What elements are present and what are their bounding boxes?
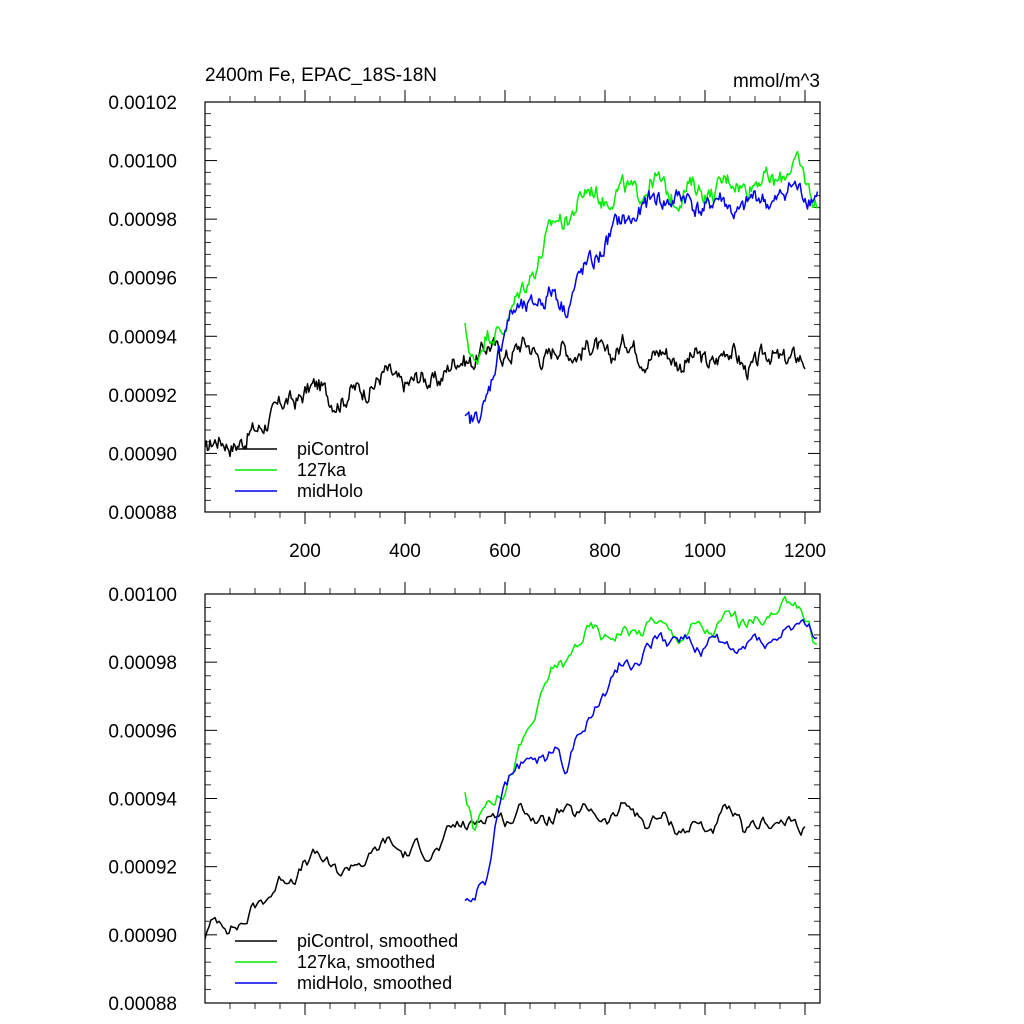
y-tick-label: 0.00096 <box>108 721 177 742</box>
y-tick-label: 0.00094 <box>108 327 177 348</box>
y-tick-label: 0.00092 <box>108 386 177 407</box>
y-tick-label: 0.00100 <box>108 585 177 606</box>
bottom-panel: 0.00088 0.00090 0.00092 0.00094 0.00096 0.000… <box>108 582 821 1015</box>
x-tick-label: 1200 <box>784 541 826 562</box>
x-tick-label: 400 <box>389 541 421 562</box>
y-tick-label: 0.00096 <box>108 269 177 290</box>
y-tick-label: 0.00088 <box>108 994 177 1015</box>
x-tick-label: 200 <box>289 541 321 562</box>
x-tick-label: 1000 <box>684 541 726 562</box>
y-tick-label: 0.00098 <box>108 210 177 231</box>
series-line-picontrol <box>205 334 806 458</box>
y-tick-label: 0.00098 <box>108 653 177 674</box>
x-tick-label: 800 <box>589 541 621 562</box>
series-line-midholo <box>464 180 819 425</box>
y-tick-label: 0.00094 <box>108 790 177 811</box>
legend-label: piControl, smoothed <box>297 931 458 951</box>
legend-label: piControl <box>297 439 369 459</box>
series-line-picontrol-smoothed <box>205 801 806 939</box>
y-tick-label: 0.00100 <box>108 152 177 173</box>
y-tick-label: 0.00092 <box>108 858 177 879</box>
x-tick-label: 600 <box>489 541 521 562</box>
y-tick-label: 0.00102 <box>108 93 177 114</box>
units-label: mmol/m^3 <box>733 71 820 92</box>
plot-frame <box>204 101 821 513</box>
legend-label: 127ka <box>297 460 347 480</box>
legend-label: 127ka, smoothed <box>297 952 435 972</box>
series-line-127ka <box>464 150 819 365</box>
y-tick-label: 0.00090 <box>108 926 177 947</box>
y-tick-label: 0.00088 <box>108 503 177 524</box>
series-line-midholo-smoothed <box>464 618 818 903</box>
chart-title: 2400m Fe, EPAC_18S-18N <box>205 65 437 86</box>
series-line-127ka-smoothed <box>464 595 818 831</box>
top-panel: 0.00088 0.00090 0.00092 0.00094 0.00096 0.000… <box>108 65 826 562</box>
legend-label: midHolo, smoothed <box>297 973 452 993</box>
y-tick-label: 0.00090 <box>108 444 177 465</box>
legend-label: midHolo <box>297 481 363 501</box>
